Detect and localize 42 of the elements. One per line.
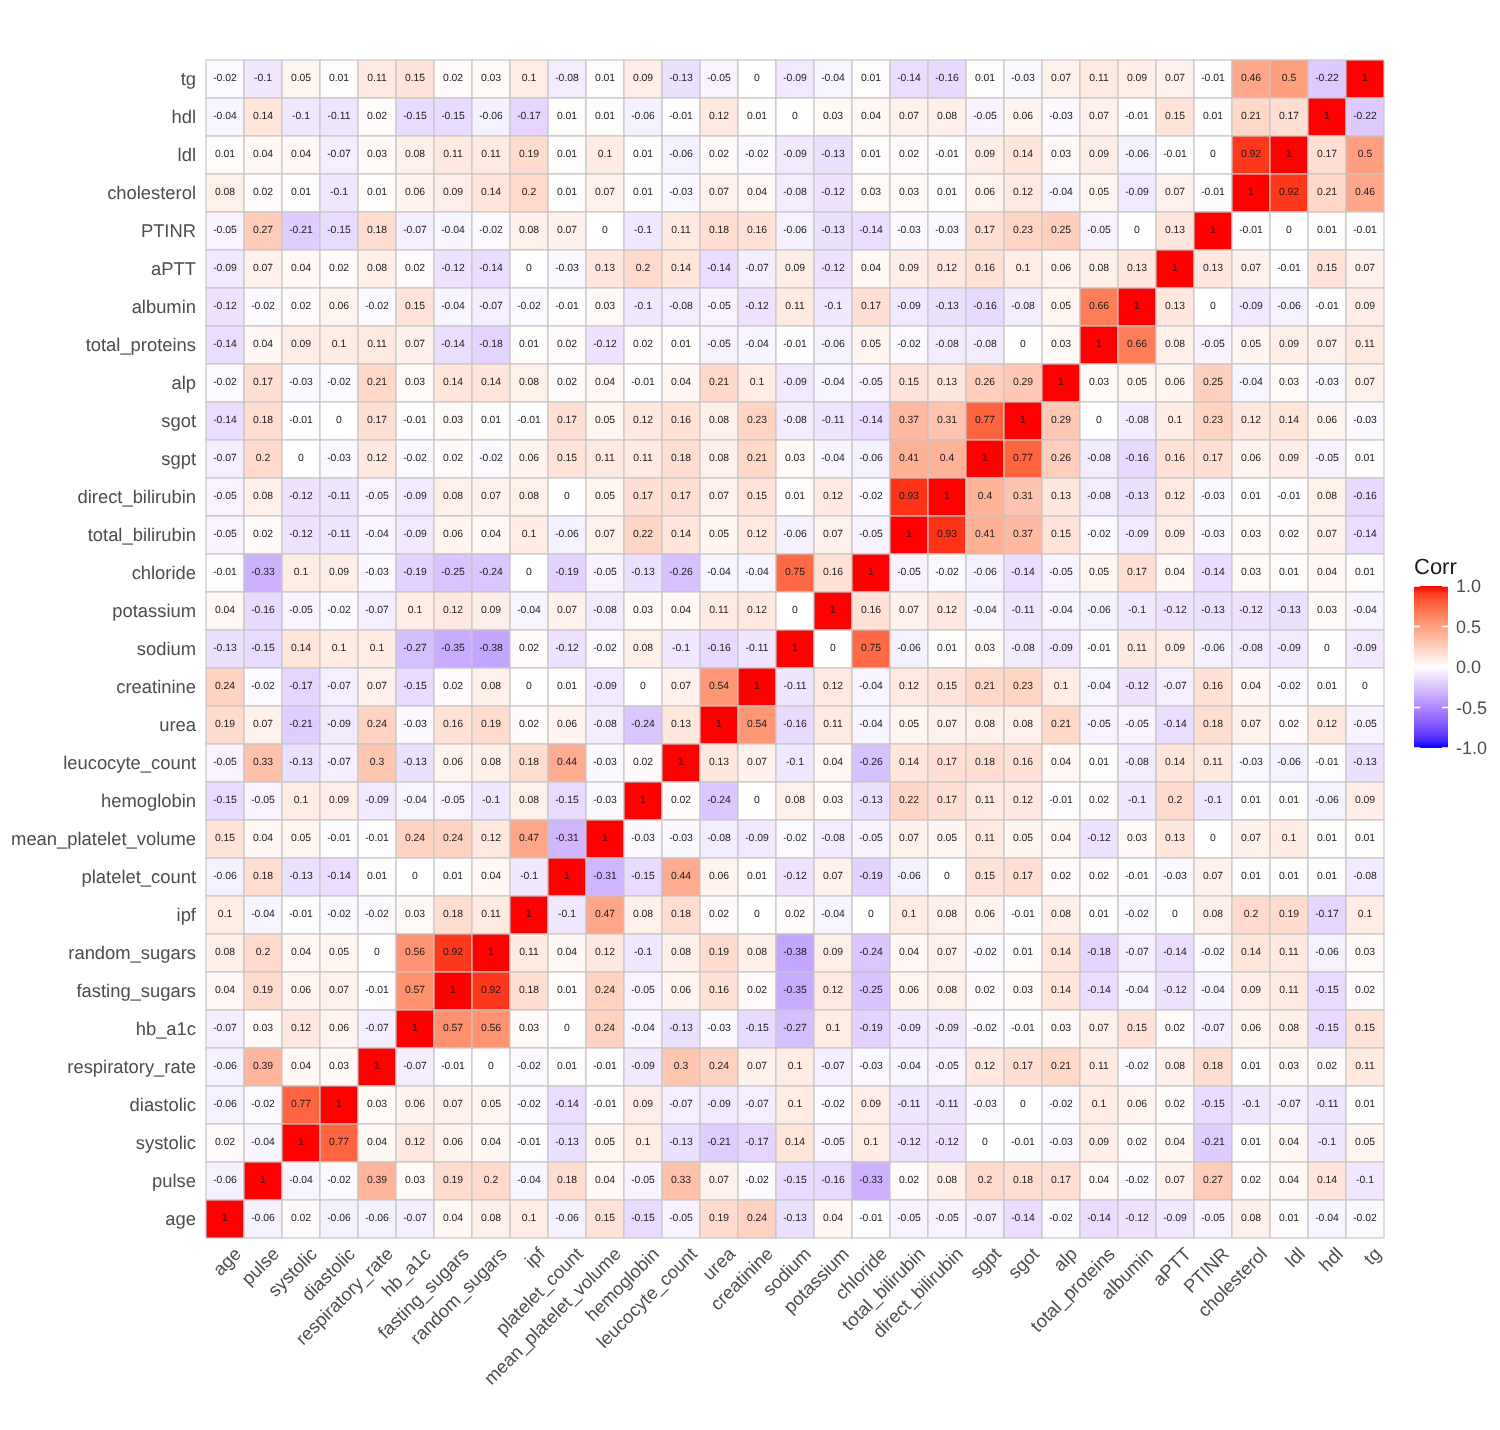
y-tick-label: total_bilirubin bbox=[87, 524, 196, 545]
y-tick-label: aPTT bbox=[151, 258, 197, 279]
color-bar-label: -0.5 bbox=[1456, 697, 1488, 718]
y-tick-label: creatinine bbox=[116, 676, 196, 697]
y-tick-label: systolic bbox=[135, 1132, 197, 1153]
y-tick-label: sodium bbox=[136, 638, 197, 659]
y-tick-label: hb_a1c bbox=[135, 1018, 197, 1039]
y-tick-label: PTINR bbox=[140, 220, 197, 241]
y-tick-label: platelet_count bbox=[81, 866, 197, 887]
x-tick-label: ldl bbox=[1281, 1243, 1309, 1271]
y-tick-label: mean_platelet_volume bbox=[11, 828, 196, 849]
y-tick-label: pulse bbox=[152, 1170, 196, 1191]
y-tick-label: diastolic bbox=[129, 1094, 197, 1115]
color-bar-label: 1.0 bbox=[1456, 576, 1482, 596]
y-tick-label: leucocyte_count bbox=[63, 752, 197, 773]
y-tick-label: respiratory_rate bbox=[67, 1056, 196, 1077]
y-tick-label: urea bbox=[159, 714, 198, 735]
color-bar-title: Corr bbox=[1414, 556, 1458, 580]
y-tick-label: potassium bbox=[112, 600, 197, 621]
x-tick-label: hdl bbox=[1315, 1243, 1347, 1276]
color-bar-label: 0.0 bbox=[1456, 657, 1482, 677]
y-tick-label: ipf bbox=[176, 904, 197, 925]
y-tick-label: cholesterol bbox=[107, 182, 196, 203]
y-tick-label: sgpt bbox=[161, 448, 197, 469]
y-tick-label: age bbox=[165, 1208, 196, 1229]
color-bar-label: 0.5 bbox=[1456, 616, 1482, 637]
y-tick-label: tg bbox=[180, 68, 196, 89]
y-tick-label: hemoglobin bbox=[100, 790, 196, 811]
x-tick-label: tg bbox=[1359, 1243, 1385, 1269]
y-tick-label: alp bbox=[171, 372, 196, 393]
y-tick-label: sgot bbox=[161, 410, 197, 431]
y-tick-label: total_proteins bbox=[85, 334, 197, 355]
y-tick-label: random_sugars bbox=[68, 942, 197, 963]
color-bar-label: -1.0 bbox=[1456, 738, 1488, 758]
x-tick-label: age bbox=[209, 1243, 245, 1280]
y-tick-label: ldl bbox=[177, 144, 196, 165]
y-tick-label: hdl bbox=[171, 106, 196, 127]
y-tick-label: chloride bbox=[131, 562, 196, 583]
y-tick-label: albumin bbox=[131, 296, 196, 317]
y-tick-label: direct_bilirubin bbox=[77, 486, 196, 507]
x-tick-label: sgpt bbox=[966, 1243, 1006, 1283]
y-tick-label: fasting_sugars bbox=[76, 980, 197, 1001]
